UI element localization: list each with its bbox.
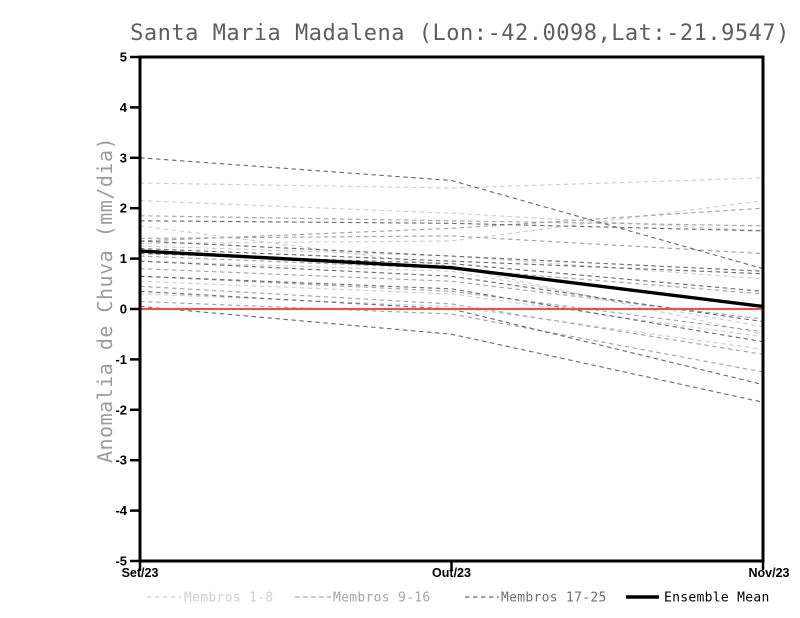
ensemble-member-line-group3 — [139, 252, 764, 292]
ensemble-member-line-group2 — [139, 255, 764, 295]
y-tick-label: 2 — [120, 201, 127, 216]
ensemble-member-line-group3 — [139, 290, 764, 386]
plot-area — [138, 157, 765, 403]
ensemble-member-line-group3 — [139, 157, 764, 270]
x-tick-label: Set/23 — [122, 566, 159, 580]
y-tick-label: 4 — [120, 100, 128, 115]
x-tick-label: Out/23 — [432, 566, 471, 580]
legend-entry-label: Ensemble Mean — [664, 591, 770, 606]
ensemble-member-line-group2 — [139, 235, 764, 255]
y-tick-label: -1 — [115, 352, 127, 367]
ensemble-member-line-group2 — [139, 215, 764, 227]
ensemble-member-line-group3 — [139, 275, 764, 343]
ensemble-mean-line — [138, 249, 765, 309]
ensemble-member-line-group1 — [139, 200, 764, 232]
y-axis-label: Anomalia de Chuva (mm/dia) — [93, 137, 117, 463]
ensemble-member-line-group2 — [139, 275, 764, 333]
chart-legend: Membros 1-8 Membros 9-16 Membros 17-25 Ense… — [147, 591, 770, 606]
ensemble-member-line-group3 — [139, 247, 764, 275]
x-tick-label: Nov/23 — [749, 566, 790, 580]
y-tick-label: 0 — [120, 302, 127, 317]
y-tick-label: -5 — [115, 554, 127, 569]
y-tick-label: -2 — [115, 402, 127, 417]
ensemble-member-line-group3 — [139, 260, 764, 323]
legend-entry-label: Membros 1-8 — [184, 591, 273, 606]
y-tick-label: -4 — [115, 503, 127, 518]
legend-entry-label: Membros 17-25 — [501, 591, 607, 606]
ensemble-member-line-group2 — [139, 300, 764, 373]
legend-entry-label: Membros 9-16 — [333, 591, 431, 606]
y-tick-label: 1 — [120, 251, 127, 266]
ensemble-member-line-group1 — [139, 245, 764, 280]
ensemble-member-line-group1 — [139, 200, 764, 245]
ensemble-member-line-group3 — [139, 305, 764, 403]
y-tick-label: -3 — [115, 453, 127, 468]
chart-title: Santa Maria Madalena (Lon:-42.0098,Lat:-… — [130, 21, 790, 46]
y-tick-label: 3 — [120, 150, 127, 165]
ensemble-member-line-group1 — [139, 280, 764, 338]
ensemble-member-line-group1 — [139, 177, 764, 189]
y-tick-label: 5 — [120, 50, 127, 65]
ensemble-member-line-group2 — [139, 285, 764, 355]
ensemble-member-line-group1 — [139, 293, 764, 350]
